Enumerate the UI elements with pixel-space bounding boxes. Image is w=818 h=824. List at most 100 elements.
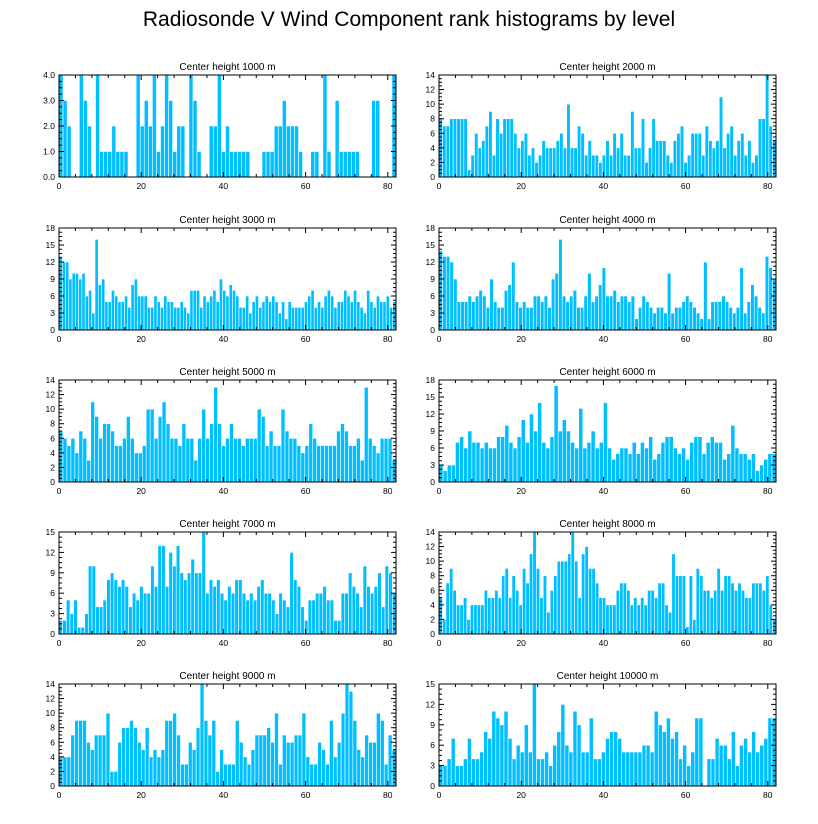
x-tick-label: 20 [516,790,526,800]
histogram-bar [142,592,148,635]
histogram-bar [485,307,491,331]
histogram-bar [540,758,545,787]
histogram-bar [150,307,155,331]
histogram-bar [761,118,766,178]
histogram-bar [718,96,724,178]
histogram-bar [586,442,592,483]
y-tick-label: 14 [46,375,56,385]
x-tick-label: 40 [219,638,229,648]
histogram-bar [211,720,217,787]
x-tick-label: 60 [681,486,691,496]
y-tick-label: 18 [46,223,56,233]
histogram-bar [692,619,697,635]
histogram-bar [389,307,394,331]
x-tick-label: 80 [763,790,773,800]
histogram-bar [722,147,727,178]
histogram-bar [623,295,628,331]
histogram-bar [456,301,462,331]
histogram-bar [325,763,330,787]
histogram-bar [180,763,185,787]
histogram-bar [627,453,633,483]
histogram-bar [71,273,76,331]
histogram-bar [356,301,361,331]
histogram-bar [296,586,302,635]
histogram-bar [223,599,228,635]
histogram-bar [694,132,699,178]
panel-title: Center height 5000 m [179,367,275,378]
histogram-bar [562,147,568,178]
histogram-bar [615,453,621,483]
histogram-panel-3: Center height 3000 m 0 20 40 60 80 0 3 6 9 12 15 18 [46,215,397,344]
histogram-bar [74,720,79,787]
histogram-bar [493,301,498,331]
histogram-bar [615,589,620,635]
histogram-bar [97,284,102,331]
histogram-bar [501,575,506,635]
histogram-bar [110,430,115,483]
histogram-bar [508,597,513,635]
y-tick-label: 3 [430,761,435,771]
histogram-bar [661,582,666,635]
histogram-bar [133,278,138,331]
histogram-bar [720,589,725,635]
y-tick-label: 6 [50,433,55,443]
histogram-bar [525,307,530,331]
histogram-bar [662,731,667,787]
histogram-bar [308,423,314,483]
histogram-bar [476,604,481,635]
histogram-bar [702,589,707,635]
histogram-bar [360,756,365,787]
histogram-bar [494,589,499,635]
histogram-bar [734,589,739,635]
histogram-bar [532,683,537,787]
histogram-bar [156,301,161,331]
y-tick-label: 1.0 [43,147,55,157]
histogram-bar [746,459,752,483]
y-tick-label: 14 [426,527,436,537]
histogram-bar [355,592,360,635]
histogram-bar [577,125,582,178]
histogram-bar [388,572,393,635]
histogram-bar [605,295,610,331]
y-tick-label: 0 [50,781,55,791]
histogram-bar [710,301,715,331]
histogram-bar [75,273,79,331]
histogram-bar [483,442,489,483]
histogram-bar [697,436,703,483]
histogram-bar [515,589,520,635]
histogram-bar [104,301,109,331]
y-tick-label: 2 [430,614,435,624]
histogram-bar [120,301,125,331]
histogram-bar [168,100,173,178]
histogram-bar [115,151,121,178]
histogram-bar [164,720,170,787]
x-tick-label: 40 [599,790,609,800]
histogram-bar [193,459,199,483]
histogram-bar [607,447,612,483]
histogram-bar [613,731,618,787]
histogram-bar [513,132,518,178]
histogram-bar [648,436,654,483]
y-tick-label: 4 [50,752,55,762]
histogram-bar [107,151,113,178]
histogram-bar [272,445,278,483]
histogram-bar [194,572,199,635]
histogram-bar [481,140,486,178]
histogram-bar [480,604,485,635]
histogram-bar [334,100,340,178]
histogram-bar [352,720,358,787]
histogram-bar [754,154,759,178]
histogram-bar [497,597,502,635]
histogram-bar [637,751,643,787]
histogram-bar [697,132,702,178]
histogram-bar [685,459,690,483]
x-tick-label: 20 [136,334,146,344]
histogram-bar [553,575,558,635]
histogram-bar [744,597,749,635]
histogram-bar [119,151,125,178]
histogram-bar [643,604,648,635]
histogram-bar [449,261,454,331]
histogram-bar [489,278,494,331]
histogram-bar [692,307,697,331]
histogram-bar [268,430,274,483]
